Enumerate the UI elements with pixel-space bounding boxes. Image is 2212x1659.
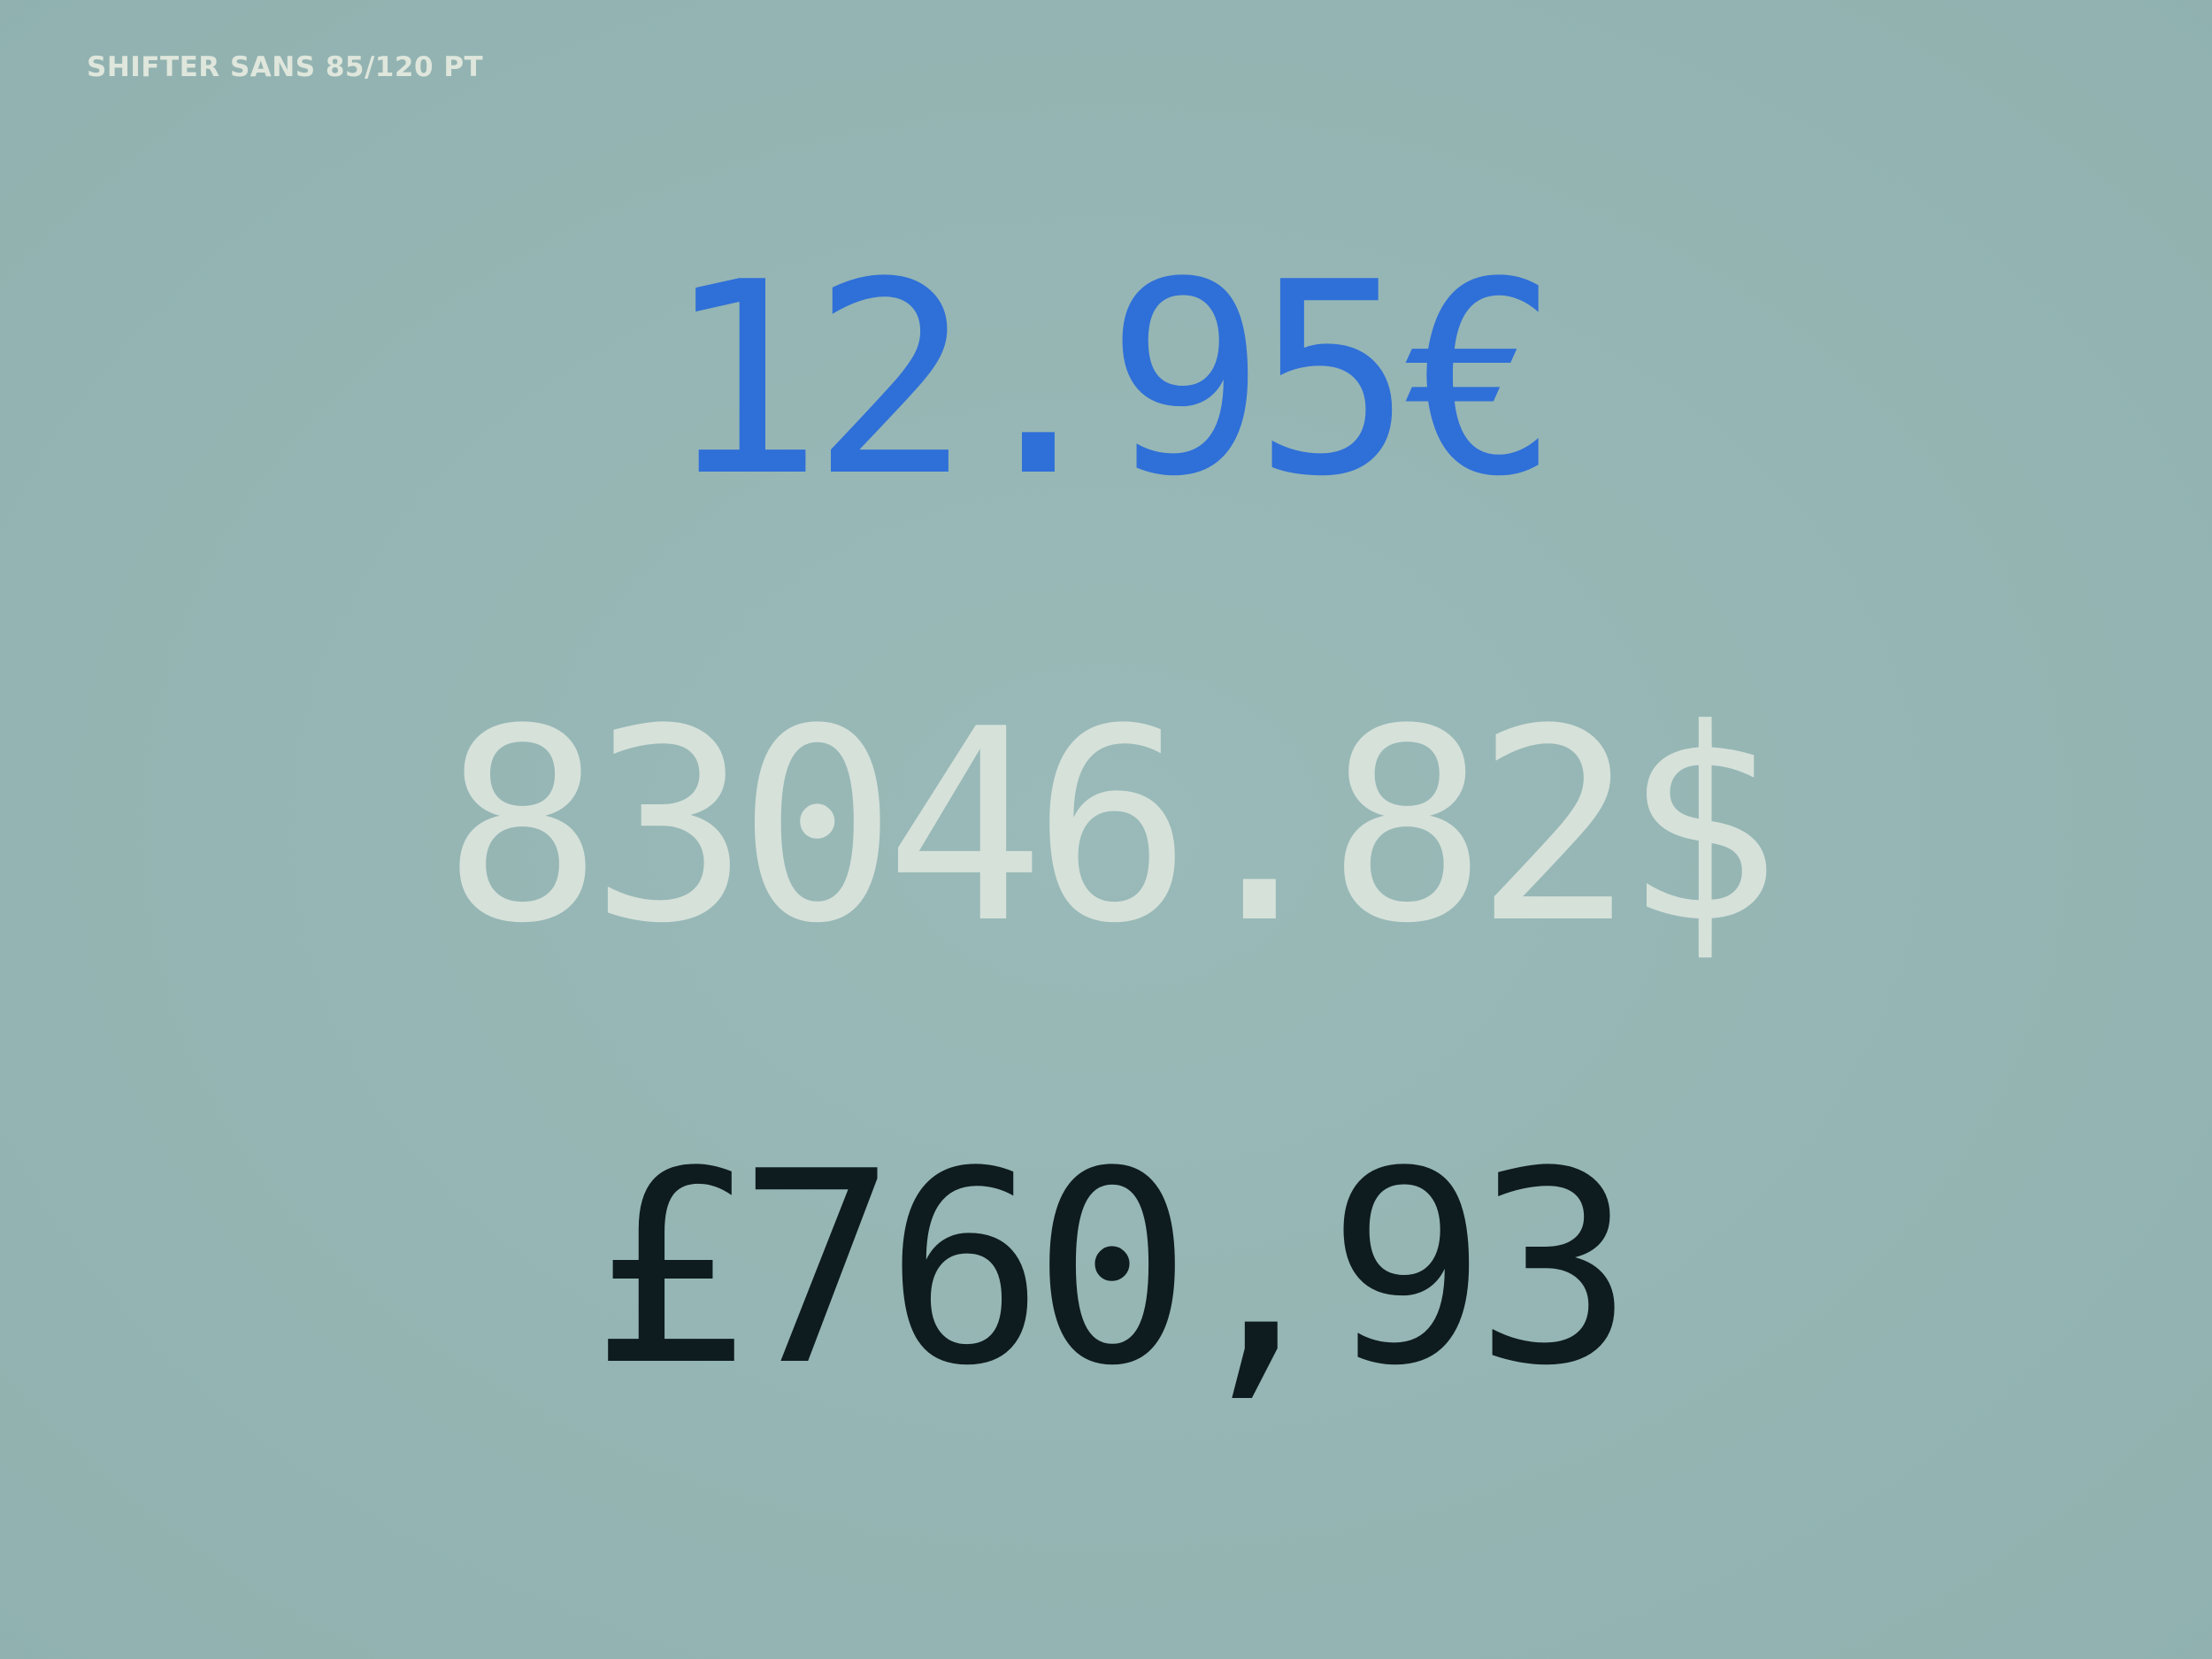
sample-euro-price: 12.95€ <box>664 226 1561 534</box>
font-spec-label: SHIFTER SANS 85/120 PT <box>87 51 484 83</box>
sample-pound-price: £760,93 <box>589 1115 1634 1424</box>
sample-dollar-price: 83046.82$ <box>442 672 1782 981</box>
